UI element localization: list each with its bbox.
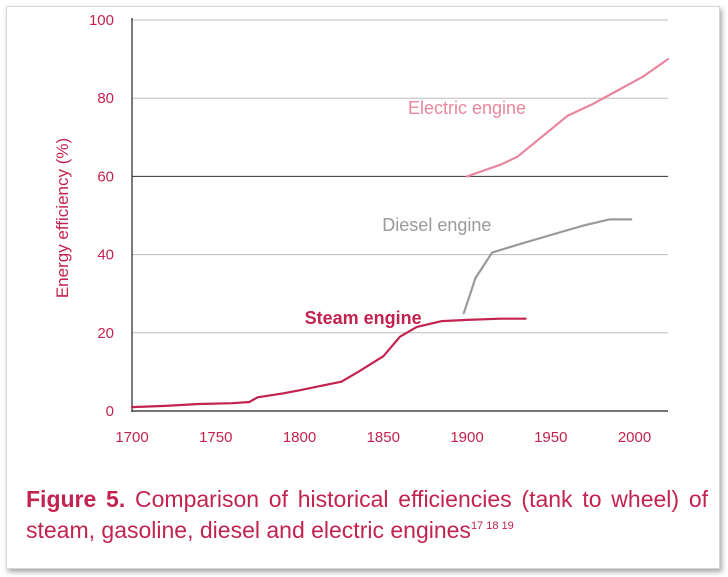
- x-tick-1800: 1800: [283, 429, 316, 446]
- electric-engine-line: [465, 57, 670, 178]
- x-tick-1950: 1950: [534, 429, 567, 446]
- axes: [131, 18, 668, 412]
- y-tick-0: 0: [106, 403, 114, 420]
- x-tick-1850: 1850: [367, 429, 400, 446]
- y-tick-100: 100: [89, 12, 114, 29]
- diesel-engine-label: Diesel engine: [382, 215, 491, 235]
- steam-engine-label: Steam engine: [305, 308, 422, 328]
- steam-engine-line: [130, 317, 527, 409]
- caption-references: 17 18 19: [470, 520, 514, 532]
- electric-engine-label: Electric engine: [408, 98, 526, 118]
- y-tick-60: 60: [97, 168, 114, 185]
- x-tick-labels: 1700 1750 1800 1850 1900 1950 2000: [115, 429, 651, 446]
- grid-lines: [132, 19, 668, 334]
- x-tick-1750: 1750: [199, 429, 232, 446]
- x-tick-2000: 2000: [618, 429, 651, 446]
- caption-text: Comparison of historical efficiencies (t…: [26, 486, 709, 543]
- y-tick-labels: 0 20 40 60 80 100: [89, 12, 114, 420]
- diesel-engine-line: [462, 218, 633, 315]
- y-tick-80: 80: [97, 90, 114, 107]
- figure-caption: Figure 5. Comparison of historical effic…: [26, 484, 708, 546]
- y-tick-20: 20: [97, 325, 114, 342]
- x-tick-1700: 1700: [115, 429, 148, 446]
- y-tick-40: 40: [97, 247, 114, 264]
- series-labels: Steam engine Diesel engine Electric engine: [305, 98, 526, 328]
- x-tick-1900: 1900: [450, 429, 483, 446]
- y-axis-label: Energy efficiency (%): [53, 138, 72, 298]
- series-lines: [130, 57, 670, 409]
- caption-figure-number: Figure 5.: [26, 486, 126, 512]
